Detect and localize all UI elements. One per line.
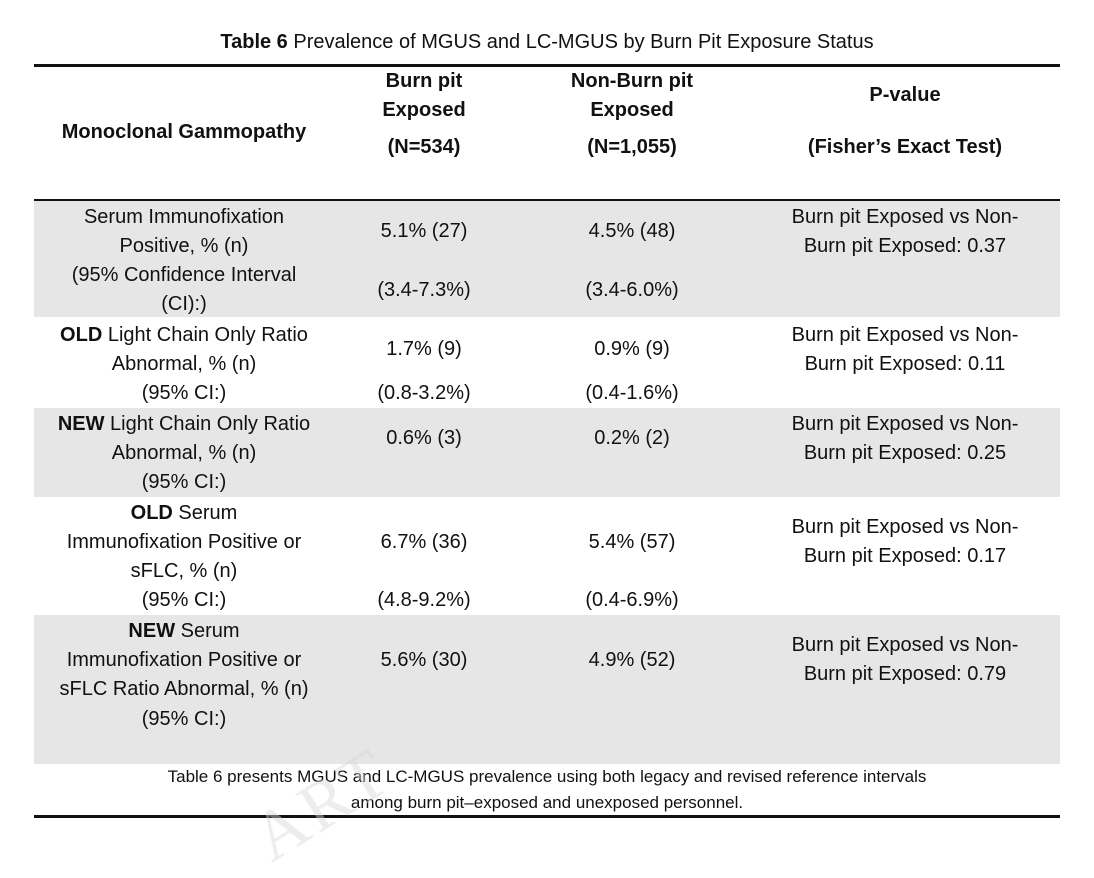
header-p-value: P-value — [869, 84, 941, 106]
table-footnote: Table 6 presents MGUS and LC-MGUS preval… — [34, 764, 1060, 816]
header-non-burn-pit-line2: Exposed — [590, 99, 674, 121]
row5-label-line3: sFLC Ratio Abnormal, % (n) — [59, 678, 309, 700]
row5-label-line1-rest: Serum — [175, 620, 240, 642]
row5-p-value-line2: Burn pit Exposed: 0.79 — [803, 663, 1007, 685]
row1-label-line2: Positive, % (n) — [119, 235, 249, 257]
row3-exposed-value: 0.6% (3) — [386, 427, 462, 449]
row4-label-line1: OLD Serum — [44, 499, 324, 528]
row-band-1 — [34, 201, 1060, 317]
row4-label-bold-prefix: OLD — [130, 502, 173, 524]
table-caption-text: Prevalence of MGUS and LC-MGUS by Burn P… — [287, 31, 874, 53]
row4-exposed-value: 6.7% (36) — [380, 531, 468, 553]
row1-label-line1: Serum Immunofixation — [83, 206, 285, 228]
row4-p-value-line2: Burn pit Exposed: 0.17 — [803, 545, 1007, 567]
row3-label-bold-prefix: NEW — [57, 413, 105, 435]
table-caption-label: Table 6 — [220, 31, 288, 53]
row5-label-line2: Immunofixation Positive or — [66, 649, 302, 671]
row2-label-line2: Abnormal, % (n) — [111, 353, 257, 375]
row2-exposed-ci: (0.8-3.2%) — [377, 382, 471, 404]
row3-nonexposed-value: 0.2% (2) — [594, 427, 670, 449]
row2-label-bold-prefix: OLD — [60, 324, 103, 346]
row-band-3 — [34, 408, 1060, 497]
row5-label-line4: (95% CI:) — [141, 708, 227, 730]
header-non-burn-pit-n: (N=1,055) — [587, 136, 677, 158]
row2-label-line1-rest: Light Chain Only Ratio — [102, 324, 308, 346]
row4-nonexposed-ci: (0.4-6.9%) — [585, 589, 679, 611]
table-bottom-rule — [34, 815, 1060, 818]
row2-nonexposed-ci: (0.4-1.6%) — [585, 382, 679, 404]
row4-label-line4: (95% CI:) — [141, 589, 227, 611]
row4-label-line2: Immunofixation Positive or — [66, 531, 302, 553]
row1-exposed-value: 5.1% (27) — [380, 220, 468, 242]
row4-nonexposed-value: 5.4% (57) — [588, 531, 676, 553]
row3-label-line1-rest: Light Chain Only Ratio — [104, 413, 311, 435]
row1-nonexposed-ci: (3.4-6.0%) — [585, 279, 679, 301]
header-monoclonal-gammopathy: Monoclonal Gammopathy — [61, 121, 307, 143]
row1-p-value-line2: Burn pit Exposed: 0.37 — [803, 235, 1007, 257]
row4-label-line1-rest: Serum — [172, 502, 238, 524]
footnote-line1: Table 6 presents MGUS and LC-MGUS preval… — [167, 767, 927, 786]
row-band-5 — [34, 615, 1060, 764]
row5-p-value-line1: Burn pit Exposed vs Non- — [791, 634, 1019, 656]
row1-nonexposed-value: 4.5% (48) — [588, 220, 676, 242]
row5-nonexposed-value: 4.9% (52) — [588, 649, 676, 671]
row2-p-value-line2: Burn pit Exposed: 0.11 — [804, 353, 1006, 375]
row4-exposed-ci: (4.8-9.2%) — [377, 589, 471, 611]
row5-label-line1: NEW Serum — [44, 617, 324, 646]
row2-p-value-line1: Burn pit Exposed vs Non- — [791, 324, 1019, 346]
row4-label-line3: sFLC, % (n) — [130, 560, 238, 582]
row3-p-value-line1: Burn pit Exposed vs Non- — [791, 413, 1019, 435]
row4-p-value-line1: Burn pit Exposed vs Non- — [791, 516, 1019, 538]
row5-label-bold-prefix: NEW — [128, 620, 176, 642]
table-top-rule — [34, 64, 1060, 67]
row3-label-line2: Abnormal, % (n) — [111, 442, 257, 464]
header-burn-pit-n: (N=534) — [387, 136, 461, 158]
row2-label-line1: OLD Light Chain Only Ratio — [44, 321, 324, 350]
row5-exposed-value: 5.6% (30) — [380, 649, 468, 671]
row2-nonexposed-value: 0.9% (9) — [594, 338, 670, 360]
row3-label-line3: (95% CI:) — [141, 471, 227, 493]
row3-label-line1: NEW Light Chain Only Ratio — [44, 410, 324, 439]
header-burn-pit-line2: Exposed — [382, 99, 466, 121]
row1-exposed-ci: (3.4-7.3%) — [377, 279, 471, 301]
header-fishers-exact-test: (Fisher’s Exact Test) — [807, 136, 1003, 158]
row2-exposed-value: 1.7% (9) — [386, 338, 462, 360]
row1-label-line3: (95% Confidence Interval — [71, 264, 297, 286]
row1-p-value-line1: Burn pit Exposed vs Non- — [791, 206, 1019, 228]
table-header-rule — [34, 199, 1060, 201]
footnote-line2: among burn pit–exposed and unexposed per… — [350, 793, 744, 812]
row3-p-value-line2: Burn pit Exposed: 0.25 — [803, 442, 1007, 464]
header-burn-pit-line1: Burn pit — [385, 70, 463, 92]
row1-label-line4: (CI):) — [161, 293, 207, 315]
header-non-burn-pit-line1: Non-Burn pit — [570, 70, 694, 92]
row2-label-line3: (95% CI:) — [141, 382, 227, 404]
table-caption: Table 6 Prevalence of MGUS and LC-MGUS b… — [34, 29, 1060, 55]
